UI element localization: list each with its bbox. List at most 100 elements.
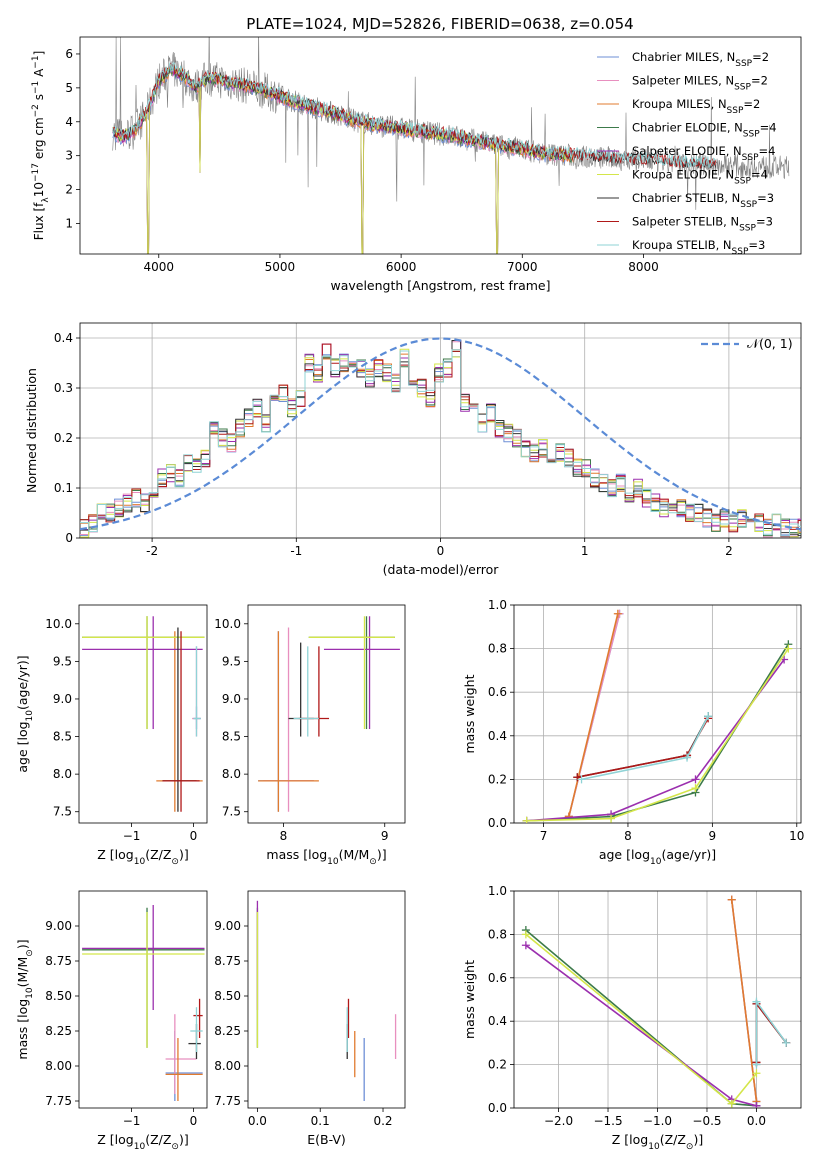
x-tick-label: 0.1 xyxy=(311,1114,330,1128)
y-tick-label: 0.2 xyxy=(488,1058,507,1072)
axes-frame xyxy=(247,604,406,824)
legend-entry: Chabrier ELODIE, NSSP=4 xyxy=(632,121,777,140)
series-line-4 xyxy=(526,659,785,822)
legend: Chabrier MILES, NSSP=2 Salpeter MILES, NS… xyxy=(597,50,777,257)
series-marker xyxy=(784,644,793,653)
y-tick-label: 8.0 xyxy=(53,767,72,781)
y-tick-label: 0.8 xyxy=(488,642,507,656)
legend-entry: Kroupa STELIB, NSSP=3 xyxy=(632,238,765,257)
y-tick-label: 8.5 xyxy=(222,730,241,744)
spectrum-panel: 4000 5000 6000 7000 8000 1 2 3 4 5 6 wavelength [An… xyxy=(31,36,802,293)
age-vs-z-panel: −1 0 7.5 8.0 8.5 9.0 9.5 10.0 Z [log10(Z/Z⊙)] age… xyxy=(15,604,208,867)
histogram-8 xyxy=(80,349,801,537)
histogram-7 xyxy=(80,343,801,538)
x-tick-label: −1 xyxy=(123,1114,141,1128)
x-axis-label: Z [log10(Z/Z⊙)] xyxy=(97,1132,188,1152)
histogram-4 xyxy=(80,340,801,537)
y-tick-label: 7.5 xyxy=(222,805,241,819)
series-marker xyxy=(613,609,622,618)
x-tick-label: 2 xyxy=(725,544,733,558)
axes-frame xyxy=(513,604,802,824)
y-tick-label: 9.0 xyxy=(53,692,72,706)
series-marker xyxy=(573,773,582,782)
x-tick-label: 0 xyxy=(190,1114,198,1128)
model-spectrum-3 xyxy=(112,65,574,254)
series-line-8 xyxy=(755,999,787,1065)
x-tick-label: 1 xyxy=(581,544,589,558)
age-vs-mass-panel: 8 9 7.5 8.0 8.5 9.0 9.5 10.0 mass [log10(M/M⊙)] xyxy=(214,604,406,867)
histogram-3 xyxy=(80,351,801,537)
y-axis-label: mass [log10(M/M⊙)] xyxy=(15,939,35,1059)
x-tick-label: −2.0 xyxy=(544,1114,573,1128)
series-line-6 xyxy=(755,1001,787,1063)
x-tick-label: −1.0 xyxy=(643,1114,672,1128)
histogram-2 xyxy=(80,349,801,533)
x-axis-label: (data-model)/error xyxy=(383,562,500,577)
y-tick-label: 0.0 xyxy=(488,816,507,830)
x-tick-label: 0 xyxy=(437,544,445,558)
series-marker xyxy=(704,712,713,721)
x-tick-label: −1.5 xyxy=(593,1114,622,1128)
y-tick-label: 8.25 xyxy=(214,1024,241,1038)
y-tick-label: 8.00 xyxy=(45,1059,72,1073)
x-tick-label: −0.5 xyxy=(692,1114,721,1128)
line-area xyxy=(521,895,791,1108)
y-tick-label: 0.8 xyxy=(488,927,507,941)
y-axis-label: age [log10(age/yr)] xyxy=(15,655,35,772)
legend-entry: Chabrier STELIB, NSSP=3 xyxy=(632,191,774,210)
histogram-area xyxy=(80,337,801,538)
x-tick-label: 6000 xyxy=(386,260,417,274)
x-tick-label: 9 xyxy=(709,829,717,843)
y-axis-label: Normed distribution xyxy=(24,368,39,493)
y-tick-label: 2 xyxy=(65,183,73,197)
x-axis-label: wavelength [Angstrom, rest frame] xyxy=(330,278,550,293)
x-tick-label: -2 xyxy=(146,544,158,558)
y-tick-label: 8.75 xyxy=(214,954,241,968)
model-spectrum-0 xyxy=(112,65,574,254)
y-axis-label: mass weight xyxy=(462,674,477,753)
line-area xyxy=(522,609,793,823)
y-tick-label: 0.2 xyxy=(54,431,73,445)
y-tick-label: 9.5 xyxy=(222,654,241,668)
x-axis-label: mass [log10(M/M⊙)] xyxy=(266,847,386,867)
x-axis-label: age [log10(age/yr)] xyxy=(599,847,716,867)
y-tick-label: 0.1 xyxy=(54,481,73,495)
y-tick-label: 8.00 xyxy=(214,1059,241,1073)
y-tick-label: 10.0 xyxy=(45,617,72,631)
y-tick-label: 0 xyxy=(65,531,73,545)
x-tick-label: 7 xyxy=(540,829,548,843)
axes-frame xyxy=(513,890,802,1109)
y-tick-label: 8.5 xyxy=(53,730,72,744)
y-tick-label: 0.4 xyxy=(488,729,507,743)
model-spectrum-1 xyxy=(112,65,574,254)
y-axis-label: Flux [fλ10−17 erg cm−2 s−1 A−1] xyxy=(31,51,51,241)
legend-entry: 𝒩(0, 1) xyxy=(747,336,793,351)
y-tick-label: 8.0 xyxy=(222,767,241,781)
series-marker xyxy=(691,784,700,793)
series-marker xyxy=(752,997,761,1006)
x-tick-label: 0.0 xyxy=(747,1114,766,1128)
legend-entry: Salpeter MILES, NSSP=2 xyxy=(632,74,768,93)
model-spectrum-2 xyxy=(112,65,574,254)
y-tick-label: 1.0 xyxy=(488,598,507,612)
figure-title: PLATE=1024, MJD=52826, FIBERID=0638, z=0… xyxy=(246,15,633,33)
legend-entry: Kroupa ELODIE, NSSP=4 xyxy=(632,168,768,187)
series-marker xyxy=(607,814,616,823)
y-tick-label: 10.0 xyxy=(214,617,241,631)
y-tick-label: 4 xyxy=(65,115,73,129)
series-marker xyxy=(683,753,692,762)
series-line-6 xyxy=(577,715,709,778)
y-tick-label: 1 xyxy=(65,216,73,230)
series-line-8 xyxy=(581,715,709,781)
x-axis-label: Z [log10(Z/Z⊙)] xyxy=(97,847,188,867)
x-axis-label: E(B-V) xyxy=(307,1132,346,1147)
x-tick-label: 0 xyxy=(190,829,198,843)
series-line-3 xyxy=(525,929,757,1107)
y-tick-label: 9.5 xyxy=(53,654,72,668)
series-marker xyxy=(752,1069,761,1078)
series-marker xyxy=(782,1038,791,1047)
x-tick-label: 10 xyxy=(789,829,804,843)
weight-vs-z-panel: −2.0 −1.5 −1.0 −0.5 0.0 0.0 0.2 0.4 0.6 0.8 1.0 Z [… xyxy=(462,884,802,1152)
y-tick-label: 0.4 xyxy=(488,1014,507,1028)
